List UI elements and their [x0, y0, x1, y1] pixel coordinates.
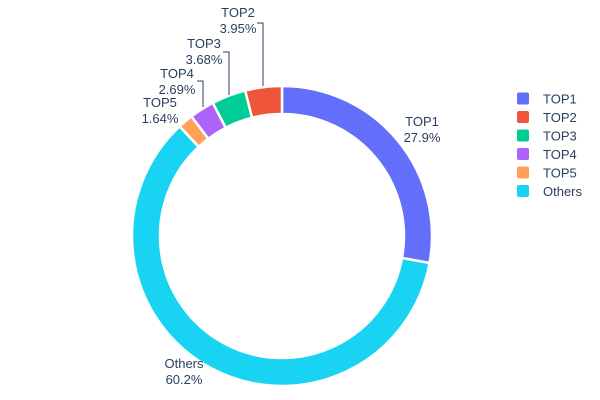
legend-swatch-top1	[517, 92, 529, 105]
pie-slice-top2[interactable]	[243, 84, 284, 119]
label-leader-line-top2	[257, 22, 264, 86]
slice-label-name: TOP2	[221, 5, 255, 20]
slice-label-name: TOP3	[187, 36, 221, 51]
legend-item-others[interactable]: Others	[517, 184, 583, 199]
legend-label-others: Others	[543, 184, 583, 199]
slice-label-pct: 2.69%	[159, 82, 196, 97]
slice-label-pct: 1.64%	[142, 111, 179, 126]
pie-slice-top1[interactable]	[280, 84, 434, 265]
slice-label-name: TOP4	[160, 66, 194, 81]
legend-item-top5[interactable]: TOP5	[517, 166, 577, 181]
pie-slices	[130, 84, 434, 388]
slice-label-pct: 60.2%	[166, 372, 203, 387]
slice-label-pct: 27.9%	[404, 130, 441, 145]
legend-swatch-others	[517, 185, 529, 197]
slice-label-top2: TOP2 3.95%	[220, 5, 257, 36]
slice-label-top4: TOP4 2.69%	[159, 66, 196, 97]
legend-swatch-top3	[517, 129, 529, 142]
legend-swatch-top5	[517, 166, 529, 179]
legend-item-top4[interactable]: TOP4	[517, 147, 577, 162]
pie-slice-others[interactable]	[130, 125, 431, 388]
legend-label-top3: TOP3	[543, 129, 577, 144]
legend-swatch-top4	[517, 148, 529, 160]
slice-label-top3: TOP3 3.68%	[186, 36, 223, 67]
legend-item-top2[interactable]: TOP2	[517, 110, 577, 125]
legend-label-top1: TOP1	[543, 92, 577, 107]
label-leader-line-top3	[223, 51, 230, 95]
slice-labels: TOP1 27.9% TOP2 3.95%TOP3 3.68%TOP4 2.69%TOP5…	[142, 5, 441, 387]
legend-label-top2: TOP2	[543, 110, 577, 125]
legend: TOP1 TOP2 TOP3 TOP4 TOP5 Others	[517, 92, 583, 199]
legend-item-top1[interactable]: TOP1	[517, 92, 577, 107]
label-leader-line-top4	[197, 80, 204, 107]
legend-label-top4: TOP4	[543, 147, 577, 162]
legend-swatch-top2	[517, 111, 529, 123]
slice-label-name: TOP1	[405, 114, 439, 129]
slice-label-others: Others 60.2%	[164, 356, 204, 387]
legend-item-top3[interactable]: TOP3	[517, 129, 577, 144]
slice-label-top5: TOP5 1.64%	[142, 95, 179, 126]
legend-label-top5: TOP5	[543, 166, 577, 181]
slice-label-pct: 3.68%	[186, 52, 223, 67]
slice-label-pct: 3.95%	[220, 21, 257, 36]
slice-label-top1: TOP1 27.9%	[404, 114, 441, 145]
slice-label-name: TOP5	[143, 95, 177, 110]
slice-label-name: Others	[164, 356, 204, 371]
